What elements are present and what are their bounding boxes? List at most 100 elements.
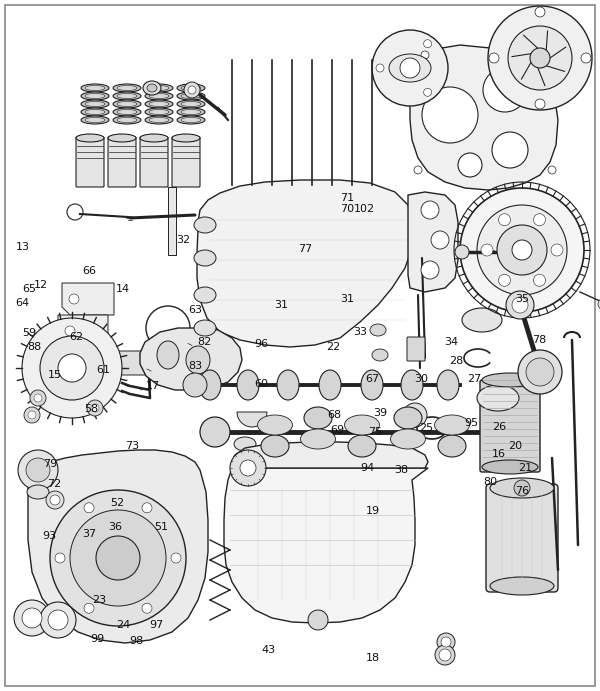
- Circle shape: [535, 7, 545, 17]
- Circle shape: [581, 53, 591, 63]
- Circle shape: [477, 205, 567, 295]
- Circle shape: [421, 51, 429, 59]
- Text: 102: 102: [354, 204, 376, 214]
- Ellipse shape: [372, 349, 388, 361]
- Text: 43: 43: [262, 645, 276, 654]
- Text: 23: 23: [92, 595, 106, 605]
- Ellipse shape: [438, 435, 466, 457]
- Text: 62: 62: [70, 332, 84, 342]
- Circle shape: [372, 30, 448, 106]
- Text: 77: 77: [298, 244, 312, 254]
- Circle shape: [188, 86, 196, 94]
- Ellipse shape: [147, 84, 157, 92]
- Circle shape: [483, 68, 527, 112]
- Ellipse shape: [145, 108, 173, 116]
- Text: 65: 65: [22, 284, 36, 294]
- Ellipse shape: [361, 370, 383, 400]
- Circle shape: [424, 88, 431, 96]
- Ellipse shape: [181, 93, 201, 99]
- Text: 27: 27: [467, 374, 481, 384]
- Circle shape: [240, 460, 256, 476]
- Circle shape: [40, 602, 76, 638]
- Circle shape: [183, 373, 207, 397]
- Ellipse shape: [194, 217, 216, 233]
- Text: 25: 25: [419, 424, 433, 433]
- Text: 79: 79: [43, 460, 57, 469]
- Text: 60: 60: [254, 379, 268, 388]
- Text: 68: 68: [328, 410, 342, 419]
- Ellipse shape: [181, 102, 201, 106]
- Text: 33: 33: [353, 327, 367, 337]
- Text: 70: 70: [340, 204, 354, 214]
- Ellipse shape: [257, 415, 293, 435]
- Text: 98: 98: [130, 636, 144, 646]
- Text: 38: 38: [394, 465, 408, 475]
- Text: 31: 31: [274, 301, 288, 310]
- Circle shape: [441, 637, 451, 647]
- Circle shape: [421, 261, 439, 279]
- Ellipse shape: [348, 435, 376, 457]
- Circle shape: [48, 610, 68, 630]
- Wedge shape: [237, 412, 267, 427]
- Circle shape: [435, 645, 455, 665]
- Circle shape: [492, 132, 528, 168]
- Ellipse shape: [85, 109, 105, 115]
- Circle shape: [230, 450, 266, 486]
- Circle shape: [530, 48, 550, 68]
- Circle shape: [30, 390, 46, 406]
- Text: 21: 21: [518, 464, 533, 473]
- Ellipse shape: [117, 109, 137, 115]
- Text: 12: 12: [34, 280, 48, 290]
- Circle shape: [69, 294, 79, 304]
- Ellipse shape: [145, 84, 173, 92]
- Ellipse shape: [177, 84, 205, 92]
- Polygon shape: [140, 328, 242, 390]
- Polygon shape: [408, 192, 458, 292]
- Circle shape: [84, 603, 94, 613]
- Text: 34: 34: [444, 337, 458, 347]
- Ellipse shape: [194, 320, 216, 336]
- Circle shape: [70, 510, 166, 606]
- Ellipse shape: [194, 250, 216, 266]
- Polygon shape: [232, 442, 428, 468]
- Circle shape: [403, 403, 427, 427]
- Circle shape: [421, 201, 439, 219]
- Ellipse shape: [143, 81, 161, 95]
- Ellipse shape: [490, 577, 554, 595]
- Ellipse shape: [304, 407, 332, 429]
- Polygon shape: [410, 45, 558, 190]
- Text: 97: 97: [149, 621, 163, 630]
- FancyBboxPatch shape: [486, 484, 558, 592]
- Ellipse shape: [177, 108, 205, 116]
- Ellipse shape: [181, 86, 201, 91]
- Ellipse shape: [85, 86, 105, 91]
- Ellipse shape: [370, 324, 386, 336]
- Text: 28: 28: [449, 356, 463, 366]
- Ellipse shape: [85, 117, 105, 122]
- Circle shape: [55, 553, 65, 563]
- Circle shape: [50, 495, 60, 505]
- Ellipse shape: [319, 370, 341, 400]
- Text: 88: 88: [28, 342, 42, 352]
- Ellipse shape: [145, 116, 173, 124]
- Text: 15: 15: [48, 370, 62, 379]
- Text: 26: 26: [492, 422, 506, 432]
- Ellipse shape: [149, 86, 169, 91]
- Text: 30: 30: [414, 374, 428, 384]
- Ellipse shape: [462, 308, 502, 332]
- Ellipse shape: [117, 93, 137, 99]
- Ellipse shape: [234, 437, 256, 451]
- FancyBboxPatch shape: [108, 137, 136, 187]
- Text: 75: 75: [368, 427, 382, 437]
- Ellipse shape: [117, 117, 137, 122]
- Circle shape: [460, 188, 584, 312]
- Circle shape: [308, 610, 328, 630]
- Circle shape: [22, 318, 122, 418]
- Circle shape: [512, 297, 528, 313]
- Text: 31: 31: [340, 294, 354, 303]
- Ellipse shape: [194, 287, 216, 303]
- Circle shape: [58, 354, 86, 382]
- Text: 63: 63: [188, 305, 202, 314]
- Text: 37: 37: [82, 529, 96, 539]
- Ellipse shape: [389, 54, 431, 82]
